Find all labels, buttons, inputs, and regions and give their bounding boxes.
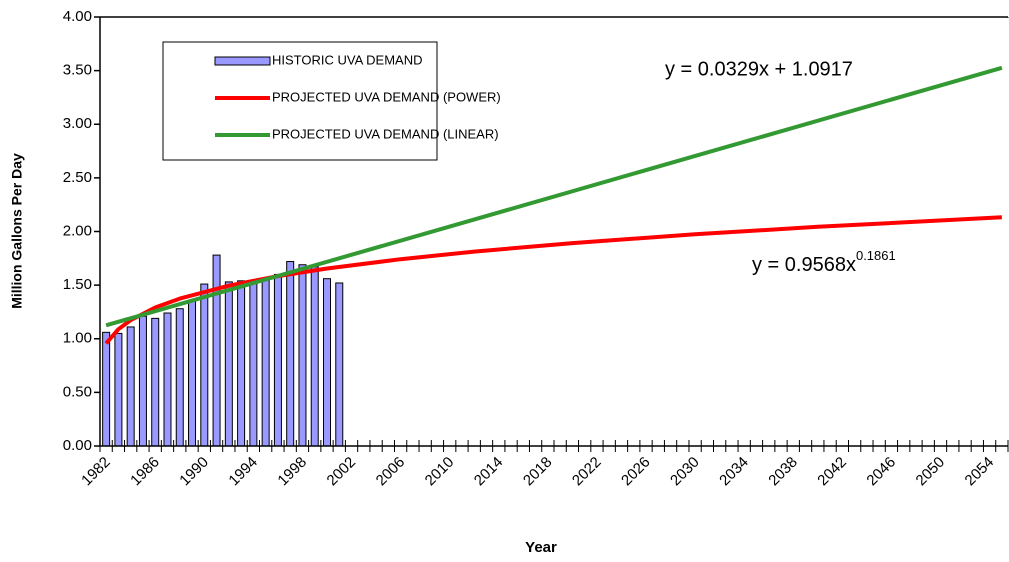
legend-label: PROJECTED UVA DEMAND (POWER) bbox=[272, 89, 501, 104]
power-equation: y = 0.9568x0.1861 bbox=[752, 248, 896, 276]
x-tick-label: 2034 bbox=[716, 454, 752, 490]
x-tick-label: 2054 bbox=[962, 454, 998, 490]
y-tick-label: 0.00 bbox=[63, 437, 92, 454]
bar bbox=[261, 278, 270, 447]
bar bbox=[310, 266, 319, 447]
bar bbox=[224, 281, 233, 447]
bar bbox=[102, 331, 111, 447]
legend-label: PROJECTED UVA DEMAND (LINEAR) bbox=[272, 126, 499, 141]
x-axis-title: Year bbox=[525, 539, 557, 556]
x-tick-label: 1998 bbox=[274, 454, 310, 490]
x-tick-label: 2022 bbox=[569, 454, 605, 490]
bar bbox=[286, 261, 295, 447]
y-tick-label: 3.50 bbox=[63, 62, 92, 79]
bar bbox=[249, 281, 258, 447]
y-tick-label: 1.50 bbox=[63, 276, 92, 293]
legend-label: HISTORIC UVA DEMAND bbox=[272, 52, 422, 67]
y-tick-label: 4.00 bbox=[63, 8, 92, 25]
legend: HISTORIC UVA DEMAND PROJECTED UVA DEMAND … bbox=[162, 41, 501, 161]
x-tick-label: 2018 bbox=[520, 454, 556, 490]
bar bbox=[151, 317, 160, 447]
x-tick-label: 2006 bbox=[373, 454, 409, 490]
y-tick-label: 2.50 bbox=[63, 169, 92, 186]
y-tick-label: 0.50 bbox=[63, 383, 92, 400]
bar bbox=[335, 282, 344, 447]
x-tick-label: 2046 bbox=[863, 454, 899, 490]
x-tick-label: 2030 bbox=[667, 454, 703, 490]
bar bbox=[188, 299, 197, 447]
y-tick-label: 2.00 bbox=[63, 222, 92, 239]
bar bbox=[200, 283, 209, 447]
bar bbox=[212, 254, 221, 447]
y-axis-title: Million Gallons Per Day bbox=[9, 153, 25, 309]
bar bbox=[323, 278, 331, 447]
bar bbox=[138, 315, 147, 447]
legend-box bbox=[162, 41, 438, 161]
x-tick-label: 2010 bbox=[422, 454, 458, 490]
x-tick-label: 2038 bbox=[765, 454, 801, 490]
y-tick-label: 1.00 bbox=[63, 330, 92, 347]
power-equation-exponent: 0.1861 bbox=[856, 248, 896, 263]
trend-line bbox=[105, 65, 1003, 328]
x-tick-label: 2050 bbox=[913, 454, 949, 490]
bar bbox=[237, 280, 246, 447]
x-tick-label: 1986 bbox=[127, 454, 163, 490]
x-tick-label: 1994 bbox=[225, 454, 261, 490]
bar bbox=[175, 308, 184, 447]
bar bbox=[114, 332, 123, 447]
power-equation-base: y = 0.9568x bbox=[752, 254, 856, 276]
bar bbox=[298, 264, 307, 447]
legend-swatch bbox=[214, 56, 271, 66]
x-tick-label: 1990 bbox=[176, 454, 212, 490]
x-tick-label: 2014 bbox=[471, 454, 507, 490]
linear-equation: y = 0.0329x + 1.0917 bbox=[665, 58, 853, 80]
bar bbox=[273, 273, 282, 447]
x-tick-label: 2026 bbox=[618, 454, 654, 490]
y-tick-label: 3.00 bbox=[63, 115, 92, 132]
x-tick-label: 2042 bbox=[814, 454, 850, 490]
bar bbox=[163, 312, 172, 447]
x-tick-label: 2002 bbox=[324, 454, 360, 490]
bar bbox=[126, 326, 135, 447]
x-tick-label: 1982 bbox=[78, 454, 114, 490]
